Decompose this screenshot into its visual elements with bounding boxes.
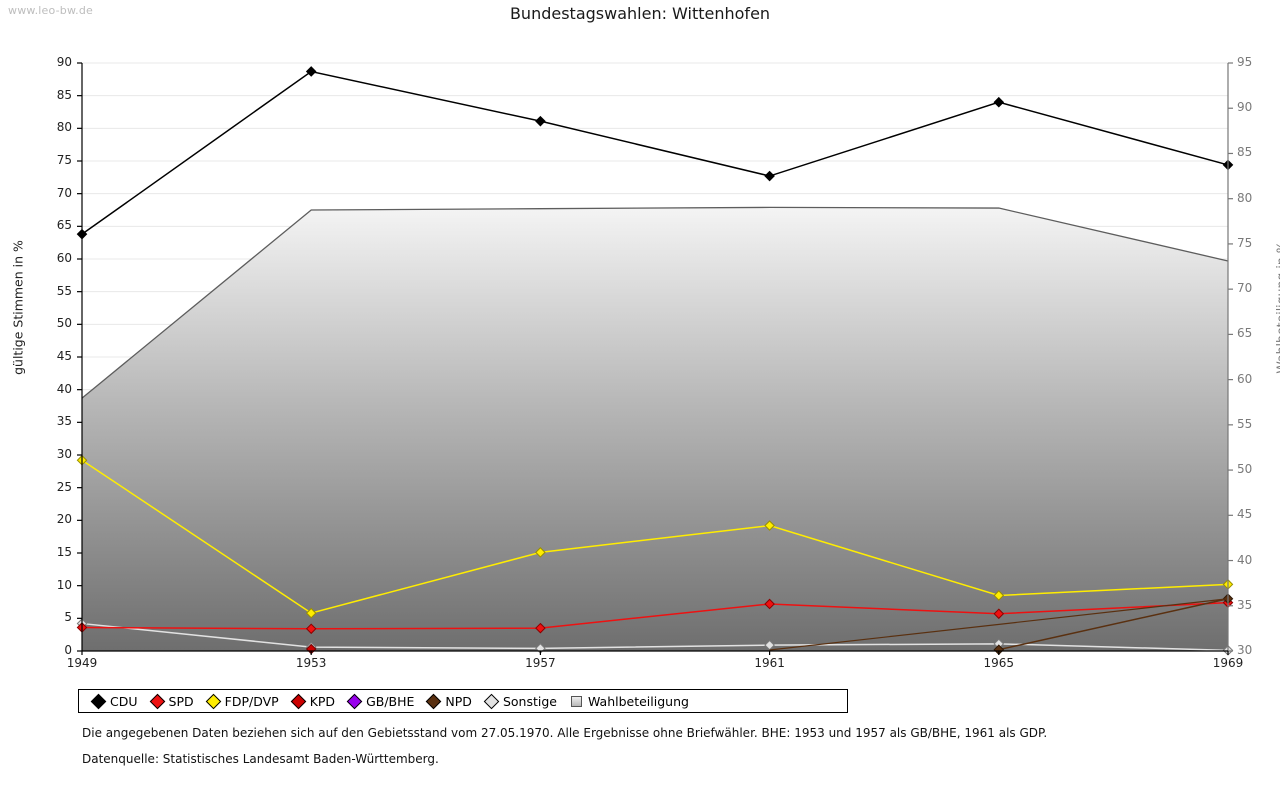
legend-diamond-icon	[346, 693, 363, 709]
y-axis-left-tick-label: 25	[56, 479, 72, 494]
series-line-cdu	[81, 70, 1229, 235]
y-axis-left-tick-label: 0	[64, 643, 72, 657]
y-axis-left-tick-label: 90	[56, 55, 72, 69]
legend-item-label: Wahlbeteiligung	[587, 693, 689, 709]
legend-diamond-icon	[426, 693, 442, 709]
legend-item-label: SPD	[168, 693, 194, 709]
y-axis-right-tick-label: 95	[1237, 55, 1253, 69]
series-marker-cdu	[305, 66, 317, 77]
legend-item-label: FDP/DVP	[224, 693, 279, 709]
series-marker-fdp-dvp	[305, 607, 317, 619]
x-axis-tick-label: 1969	[1212, 656, 1244, 670]
series-line-fdp-dvp	[81, 459, 1229, 614]
y-axis-right-tick-label: 40	[1237, 552, 1253, 567]
y-axis-right-tick-label: 60	[1237, 371, 1253, 386]
legend-square-icon	[570, 695, 582, 707]
legend-item-label: KPD	[309, 693, 336, 709]
series-line-wahlbeteiligung	[81, 206, 1229, 399]
series-marker-spd	[535, 622, 546, 634]
legend-item-kpd[interactable]: KPD	[290, 693, 336, 709]
y-axis-left-tick-label: 10	[56, 577, 72, 592]
footnote-datenquelle: Datenquelle: Statistisches Landesamt Bad…	[82, 752, 439, 766]
series-line-spd	[81, 601, 1229, 630]
y-axis-left-tick-label: 70	[56, 185, 72, 200]
x-axis-tick-label: 1961	[754, 656, 785, 670]
y-axis-right-tick-label: 35	[1237, 597, 1253, 612]
y-axis-right-tick-label: 55	[1237, 416, 1253, 431]
series-line-npd	[998, 598, 1229, 651]
chart-legend: CDU SPD FDP/DVP KPD GB/BHE NPD Sonstige Wahlbet…	[78, 689, 848, 713]
y-axis-left-tick-label: 35	[56, 414, 72, 429]
y-axis-left-tick-label: 55	[56, 283, 72, 298]
y-axis-right-tick-label: 50	[1237, 462, 1253, 477]
y-axis-right-tick-label: 75	[1237, 235, 1253, 250]
y-axis-left-tick-label: 50	[56, 316, 72, 331]
legend-diamond-icon	[483, 693, 500, 709]
legend-item-wahlbeteiligung[interactable]: Wahlbeteiligung	[570, 693, 689, 709]
x-axis-tick-label: 1957	[525, 656, 556, 670]
y-axis-left-tick-label: 30	[56, 447, 72, 461]
legend-item-gb-bhe[interactable]: GB/BHE	[346, 693, 415, 709]
x-axis-tick-label: 1953	[295, 656, 327, 670]
chart-title: Bundestagswahlen: Wittenhofen	[509, 4, 771, 23]
chart-svg	[76, 62, 1234, 656]
y-axis-left-tick-label: 60	[56, 251, 72, 265]
legend-diamond-icon	[205, 693, 221, 709]
legend-item-npd[interactable]: NPD	[426, 693, 472, 709]
legend-item-label: NPD	[445, 693, 472, 709]
y-axis-right-label: Wahlbeteiligung in %	[1273, 241, 1280, 374]
series-marker-spd	[993, 608, 1005, 620]
legend-item-cdu[interactable]: CDU	[90, 693, 138, 709]
y-axis-right-tick-label: 65	[1237, 326, 1253, 341]
legend-item-sonstige[interactable]: Sonstige	[483, 693, 557, 709]
series-marker-fdp-dvp	[993, 590, 1005, 601]
legend-diamond-icon	[290, 693, 306, 709]
legend-item-label: GB/BHE	[366, 693, 415, 709]
series-area-wahlbeteiligung	[82, 207, 1228, 652]
series-marker-spd	[305, 623, 317, 635]
y-axis-right-tick-label: 70	[1237, 281, 1253, 296]
y-axis-left-tick-label: 5	[64, 610, 72, 625]
legend-diamond-icon	[149, 693, 165, 709]
y-axis-right-tick-label: 45	[1237, 507, 1253, 522]
y-axis-left-tick-label: 20	[56, 512, 72, 527]
series-line-npd-connector	[769, 598, 1229, 651]
y-axis-left-tick-label: 75	[56, 153, 72, 167]
legend-item-label: CDU	[110, 693, 138, 709]
y-axis-left-tick-label: 85	[56, 87, 72, 102]
chart-plot-area: gültige Stimmen in % Wahlbeteiligung in …	[11, 55, 1280, 670]
y-axis-right-tick-label: 80	[1237, 190, 1253, 205]
series-marker-fdp-dvp	[764, 520, 775, 531]
x-axis-tick-label: 1949	[66, 656, 98, 670]
y-axis-right-tick-label: 85	[1237, 145, 1253, 160]
y-axis-left-tick-label: 15	[56, 545, 72, 559]
legend-diamond-icon	[90, 693, 107, 709]
legend-item-fdp-dvp[interactable]: FDP/DVP	[205, 693, 279, 709]
y-axis-left-tick-label: 65	[56, 218, 72, 233]
y-axis-right-tick-label: 90	[1237, 100, 1253, 115]
site-watermark: www.leo-bw.de	[8, 4, 94, 17]
series-marker-cdu	[535, 115, 546, 127]
y-axis-left-tick-label: 40	[56, 381, 72, 396]
footnote-gebietsstand: Die angegebenen Daten beziehen sich auf …	[82, 726, 1048, 740]
y-axis-right-tick-label: 30	[1237, 643, 1253, 657]
series-marker-fdp-dvp	[535, 547, 546, 558]
y-axis-left-tick-label: 80	[56, 120, 72, 135]
legend-item-label: Sonstige	[502, 693, 557, 709]
x-axis-tick-label: 1965	[983, 656, 1015, 670]
series-marker-cdu	[764, 170, 775, 182]
legend-item-spd[interactable]: SPD	[149, 693, 194, 709]
series-line-sonstige	[81, 622, 1229, 652]
series-marker-cdu	[993, 96, 1005, 108]
y-axis-left-tick-label: 45	[56, 349, 72, 363]
series-marker-spd	[764, 598, 775, 610]
